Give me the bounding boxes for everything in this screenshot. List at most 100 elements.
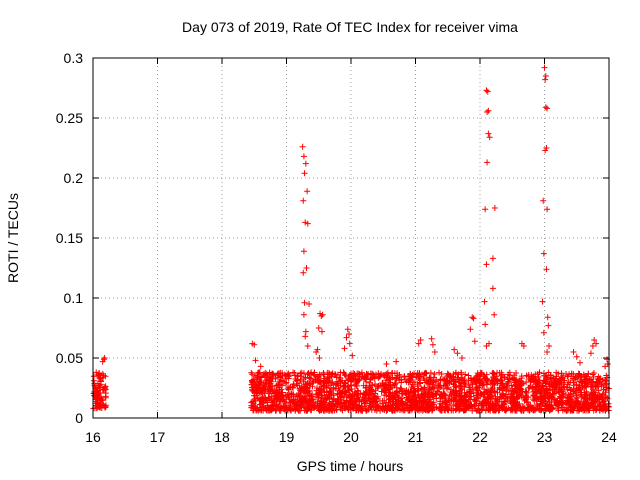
data-point xyxy=(491,388,498,395)
data-point xyxy=(543,374,550,381)
data-point xyxy=(523,389,530,396)
y-tick-label: 0.2 xyxy=(64,170,84,186)
data-point xyxy=(415,340,422,347)
data-point xyxy=(301,395,308,402)
data-point xyxy=(442,392,449,399)
data-point xyxy=(552,375,559,382)
data-point xyxy=(580,371,587,378)
data-point xyxy=(589,371,596,378)
data-point xyxy=(376,397,383,404)
data-point xyxy=(497,377,504,384)
data-point xyxy=(299,399,306,406)
data-point xyxy=(378,388,385,395)
data-point xyxy=(426,381,433,388)
data-point xyxy=(284,372,291,379)
data-point xyxy=(428,335,435,342)
data-point xyxy=(318,328,325,335)
data-point xyxy=(478,370,485,377)
data-point xyxy=(489,389,496,396)
data-point xyxy=(534,370,541,377)
data-point xyxy=(544,105,551,112)
data-point xyxy=(351,389,358,396)
data-point xyxy=(578,398,585,405)
data-point xyxy=(96,382,103,389)
data-point xyxy=(443,385,450,392)
data-point xyxy=(394,393,401,400)
data-point xyxy=(307,392,314,399)
data-point xyxy=(451,346,458,353)
data-point xyxy=(483,87,490,94)
data-point xyxy=(538,406,545,413)
data-point xyxy=(539,298,546,305)
data-point xyxy=(332,371,339,378)
data-point xyxy=(446,397,453,404)
data-point xyxy=(481,298,488,305)
data-point xyxy=(355,388,362,395)
data-point xyxy=(487,380,494,387)
data-point xyxy=(501,384,508,391)
data-point xyxy=(407,376,414,383)
data-point xyxy=(317,404,324,411)
data-point xyxy=(356,404,363,411)
data-point xyxy=(254,406,261,413)
data-point xyxy=(490,370,497,377)
axis-ticks xyxy=(92,57,610,419)
data-point xyxy=(270,371,277,378)
data-point xyxy=(304,188,311,195)
data-point xyxy=(569,407,576,414)
data-point xyxy=(341,345,348,352)
data-point xyxy=(354,370,361,377)
data-point xyxy=(326,374,333,381)
data-point xyxy=(544,206,551,213)
data-point xyxy=(542,398,549,405)
data-point xyxy=(347,392,354,399)
data-point xyxy=(295,407,302,414)
data-point xyxy=(277,373,284,380)
data-point xyxy=(427,369,434,376)
data-point xyxy=(482,321,489,328)
data-point xyxy=(317,378,324,385)
data-point xyxy=(447,389,454,396)
data-point xyxy=(466,402,473,409)
x-tick-label: 18 xyxy=(214,429,230,445)
data-point xyxy=(346,340,353,347)
data-point xyxy=(582,384,589,391)
y-tick-labels: 0 0.05 0.1 0.15 0.2 0.25 0.3 xyxy=(56,50,83,426)
data-point xyxy=(573,353,580,360)
data-point xyxy=(267,406,274,413)
data-point xyxy=(348,386,355,393)
data-point xyxy=(407,388,414,395)
data-point xyxy=(602,389,609,396)
data-point xyxy=(328,402,335,409)
data-point xyxy=(513,369,520,376)
data-point xyxy=(542,73,549,79)
data-point xyxy=(283,405,290,412)
data-point xyxy=(342,379,349,386)
data-point xyxy=(484,400,491,407)
data-point xyxy=(403,394,410,401)
data-point xyxy=(304,385,311,392)
data-point xyxy=(540,250,547,257)
data-point xyxy=(601,377,608,384)
data-point xyxy=(459,398,466,405)
data-point xyxy=(257,385,264,392)
data-point xyxy=(306,301,313,307)
data-point xyxy=(361,397,368,404)
data-point xyxy=(429,341,436,348)
data-point xyxy=(393,375,400,382)
data-point xyxy=(494,389,501,396)
data-point xyxy=(325,369,332,376)
data-point xyxy=(575,386,582,393)
data-point xyxy=(504,397,511,404)
data-point xyxy=(508,404,515,411)
data-point xyxy=(558,370,565,377)
data-point xyxy=(371,372,378,379)
data-point xyxy=(532,395,539,402)
data-point xyxy=(300,248,307,255)
data-point xyxy=(518,373,525,380)
data-point xyxy=(329,370,336,377)
data-point xyxy=(385,382,392,389)
data-point xyxy=(500,401,507,408)
data-point xyxy=(277,404,284,411)
